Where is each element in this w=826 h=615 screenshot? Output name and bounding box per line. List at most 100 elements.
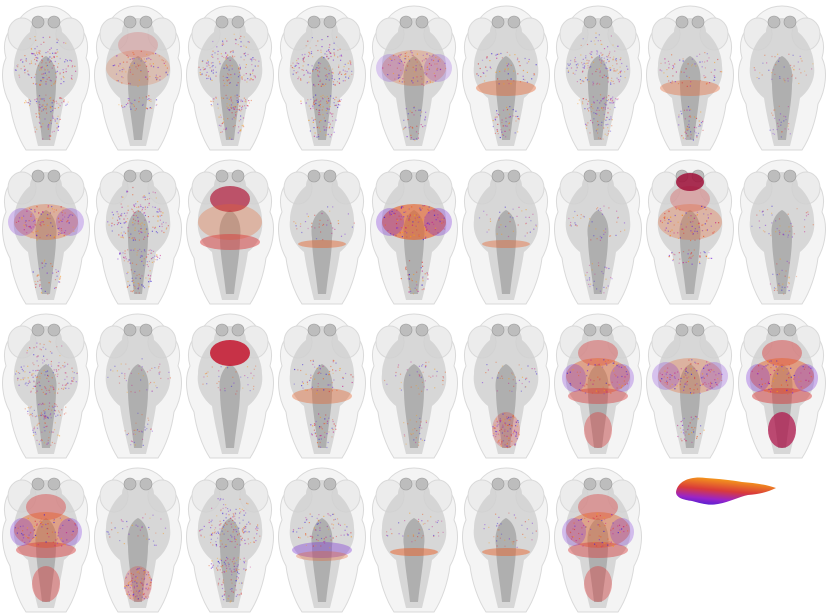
signal-speck — [149, 270, 151, 272]
signal-speck — [398, 80, 401, 82]
signal-speck — [431, 221, 433, 223]
signal-speck — [497, 529, 499, 531]
olfactory-bulb — [307, 169, 321, 183]
signal-speck — [219, 63, 221, 65]
signal-speck — [800, 380, 802, 382]
signal-speck — [36, 116, 38, 118]
signal-speck — [233, 514, 235, 516]
signal-speck — [603, 530, 605, 532]
signal-speck — [525, 222, 527, 224]
signal-speck — [29, 63, 31, 65]
signal-speck — [397, 219, 399, 221]
signal-speck — [412, 77, 414, 79]
signal-speck — [317, 65, 319, 67]
signal-speck — [787, 236, 789, 238]
signal-speck — [63, 100, 65, 102]
signal-speck — [24, 408, 26, 410]
signal-speck — [318, 104, 320, 107]
signal-speck — [141, 582, 143, 584]
signal-speck — [56, 127, 58, 129]
signal-speck — [64, 230, 67, 232]
signal-speck — [139, 591, 141, 594]
olfactory-bulb — [399, 323, 413, 337]
signal-speck — [22, 370, 24, 372]
signal-speck — [34, 385, 36, 387]
signal-speck — [679, 380, 681, 382]
signal-speck — [768, 233, 770, 235]
signal-speck — [407, 225, 409, 227]
signal-speck — [498, 442, 500, 444]
signal-speck — [47, 224, 49, 227]
signal-speck — [70, 60, 73, 62]
signal-speck — [226, 556, 228, 559]
signal-speck — [314, 227, 316, 229]
signal-speck — [777, 53, 779, 55]
signal-speck — [327, 219, 329, 221]
signal-speck — [432, 375, 434, 377]
signal-speck — [672, 64, 674, 67]
signal-speck — [198, 530, 201, 532]
signal-speck — [506, 445, 508, 447]
signal-speck — [612, 96, 614, 98]
signal-speck — [54, 374, 57, 376]
signal-speck — [122, 67, 124, 69]
signal-speck — [403, 64, 405, 66]
brain-core — [771, 56, 793, 140]
signal-speck — [706, 229, 708, 231]
signal-speck — [612, 362, 614, 364]
signal-speck — [333, 42, 335, 44]
signal-speck — [389, 64, 391, 66]
signal-speck — [142, 103, 144, 106]
signal-speck — [49, 217, 51, 220]
signal-speck — [425, 229, 428, 232]
signal-speck — [333, 360, 335, 362]
signal-speck — [210, 104, 212, 106]
signal-speck — [351, 73, 353, 75]
signal-speck — [699, 392, 701, 394]
signal-speck — [613, 360, 615, 362]
signal-speck — [229, 104, 231, 106]
signal-speck — [149, 517, 151, 519]
signal-speck — [29, 226, 31, 228]
signal-speck — [512, 109, 514, 111]
signal-speck — [27, 102, 29, 104]
signal-speck — [669, 230, 672, 233]
signal-speck — [44, 408, 47, 411]
signal-speck — [47, 442, 49, 444]
signal-speck — [120, 519, 122, 521]
signal-speck — [55, 287, 57, 289]
signal-speck — [393, 212, 395, 214]
signal-speck — [424, 273, 426, 275]
signal-speck — [784, 275, 786, 277]
signal-speck — [599, 378, 601, 380]
signal-speck — [617, 45, 619, 47]
signal-speck — [229, 568, 231, 570]
signal-speck — [27, 382, 29, 385]
signal-speck — [669, 374, 671, 376]
signal-speck — [496, 390, 498, 392]
signal-speck — [322, 98, 324, 100]
signal-speck — [40, 522, 42, 524]
signal-speck — [30, 413, 32, 415]
signal-speck — [337, 56, 339, 58]
signal-speck — [761, 383, 763, 385]
signal-speck — [319, 441, 321, 444]
signal-speck — [250, 99, 252, 102]
signal-speck — [507, 73, 509, 75]
signal-speck — [509, 216, 511, 218]
signal-speck — [137, 210, 140, 212]
signal-speck — [604, 133, 606, 135]
signal-speck — [514, 132, 516, 134]
signal-speck — [667, 230, 669, 232]
signal-speck — [414, 139, 416, 142]
signal-speck — [159, 257, 161, 259]
signal-speck — [134, 579, 136, 581]
signal-speck — [233, 516, 235, 518]
signal-speck — [567, 70, 570, 72]
signal-speck — [25, 382, 27, 384]
signal-speck — [222, 97, 225, 99]
signal-speck — [233, 565, 236, 568]
signal-speck — [515, 431, 517, 433]
signal-speck — [33, 529, 35, 531]
signal-speck — [41, 221, 43, 223]
